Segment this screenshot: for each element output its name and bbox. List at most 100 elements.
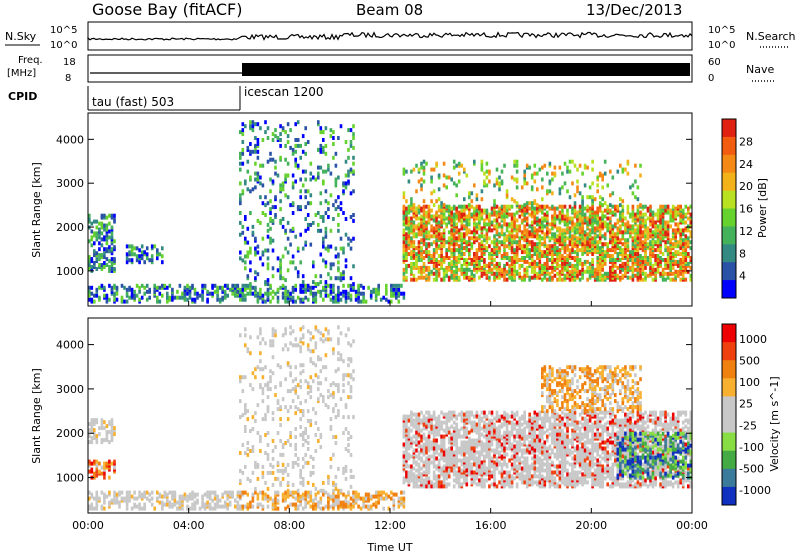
scatter-cell-5: [407, 456, 411, 461]
scatter-cell-4: [259, 256, 262, 261]
scatter-cell-6: [573, 201, 577, 206]
scatter-cell-5: [629, 234, 632, 239]
scatter-cell-5: [523, 250, 526, 255]
scatter-cell-5: [593, 226, 597, 231]
scatter-cell-5: [518, 214, 521, 219]
scatter-cell-5: [525, 228, 529, 233]
scatter-cell-4: [279, 132, 282, 137]
scatter-cell-0: [138, 502, 141, 507]
scatter-cell-5: [430, 269, 433, 274]
scatter-cell-4: [241, 389, 245, 394]
scatter-cell-1: [100, 213, 104, 218]
scatter-cell-5: [425, 254, 428, 258]
scatter-cell-4: [342, 246, 345, 251]
scatter-cell-6: [475, 197, 479, 202]
scatter-cell-3: [329, 283, 333, 288]
scatter-cell-4: [239, 151, 242, 156]
scatter-cell-5: [513, 216, 516, 221]
scatter-cell-4: [289, 145, 292, 150]
scatter-cell-3: [264, 291, 267, 296]
scatter-cell-4: [312, 379, 315, 384]
scatter-cell-0: [130, 506, 134, 511]
scatter-cell-3: [319, 496, 323, 501]
scatter-cell-6: [470, 191, 474, 196]
scatter-cell-4: [347, 242, 350, 247]
scatter-cell-5: [603, 242, 607, 247]
scatter-cell-5: [480, 252, 484, 256]
scatter-cell-4: [334, 163, 338, 168]
scatter-cell-5: [666, 240, 670, 245]
scatter-cell-4: [271, 327, 275, 332]
scatter-cell-4: [347, 395, 350, 400]
scatter-cell-5: [415, 448, 418, 453]
nsearch-label: N.Search: [746, 30, 796, 43]
scatter-cell-5: [533, 269, 537, 274]
scatter-cell-6: [488, 179, 491, 184]
scatter-cell-0: [171, 494, 174, 499]
scatter-cell-6: [636, 197, 640, 202]
scatter-cell-3: [241, 490, 245, 495]
scatter-cell-5: [427, 242, 431, 247]
scatter-cell-3: [359, 283, 363, 288]
scatter-cell-5: [412, 232, 416, 237]
scatter-cell-5: [427, 204, 431, 209]
scatter-cell-0: [166, 299, 169, 304]
scatter-cell-5: [450, 210, 453, 215]
scatter-cell-3: [306, 490, 310, 495]
scatter-cell-4: [304, 126, 307, 131]
scatter-cell-5: [666, 204, 670, 209]
scatter-cell-6: [405, 169, 408, 174]
scatter-cell-5: [410, 478, 413, 483]
scatter-cell-5: [609, 277, 612, 282]
scatter-cell-1: [103, 426, 106, 431]
scatter-cell-3: [364, 504, 368, 509]
scatter-cell-6: [513, 199, 516, 204]
scatter-cell-4: [306, 329, 310, 334]
scatter-cell-3: [347, 490, 350, 495]
scatter-cell-3: [306, 500, 310, 505]
scatter-cell-4: [246, 169, 250, 174]
scatter-cell-1: [93, 436, 96, 441]
scatter-cell-5: [654, 220, 657, 225]
scatter-cell-4: [259, 327, 262, 332]
scatter-cell-3: [352, 494, 355, 499]
scatter-cell-4: [271, 205, 275, 210]
scatter-cell-0: [128, 498, 131, 503]
scatter-cell-1: [98, 253, 101, 258]
scatter-cell-4: [301, 413, 305, 418]
scatter-cell-4: [241, 189, 245, 194]
scatter-cell-5: [533, 265, 537, 270]
scatter-cell-5: [402, 228, 406, 233]
nsky-tick-high: 10^5: [50, 25, 77, 36]
scatter-cell-5: [442, 267, 446, 272]
scatter-cell-5: [407, 430, 411, 435]
scatter-cell-3: [291, 490, 295, 495]
scatter-cell-0: [133, 490, 136, 495]
scatter-cell-5: [603, 261, 607, 266]
scatter-cell-5: [407, 208, 411, 213]
scatter-cell-5: [649, 250, 652, 255]
scatter-cell-5: [410, 410, 413, 415]
scatter-cell-5: [503, 222, 506, 227]
scatter-cell-0: [206, 500, 209, 505]
scatter-cell-5: [626, 275, 630, 280]
scatter-cell-4: [274, 393, 277, 398]
scatter-cell-1: [113, 257, 116, 262]
scatter-cell-0: [143, 291, 146, 296]
scatter-cell-4: [266, 282, 270, 287]
scatter-cell-3: [276, 299, 280, 304]
scatter-cell-5: [558, 238, 562, 243]
scatter-cell-5: [427, 234, 431, 239]
scatter-cell-6: [634, 195, 637, 200]
scatter-cell-5: [417, 258, 421, 262]
scatter-cell-5: [641, 277, 645, 282]
scatter-cell-0: [148, 295, 151, 300]
scatter-cell-5: [515, 224, 519, 229]
scatter-cell-4: [249, 449, 252, 453]
scatter-cell-5: [422, 482, 426, 487]
scatter-cell-1: [95, 257, 99, 262]
scatter-cell-5: [571, 269, 574, 274]
scatter-cell-1: [95, 251, 99, 256]
scatter-cell-4: [244, 236, 247, 241]
scatter-cell-0: [226, 283, 229, 288]
